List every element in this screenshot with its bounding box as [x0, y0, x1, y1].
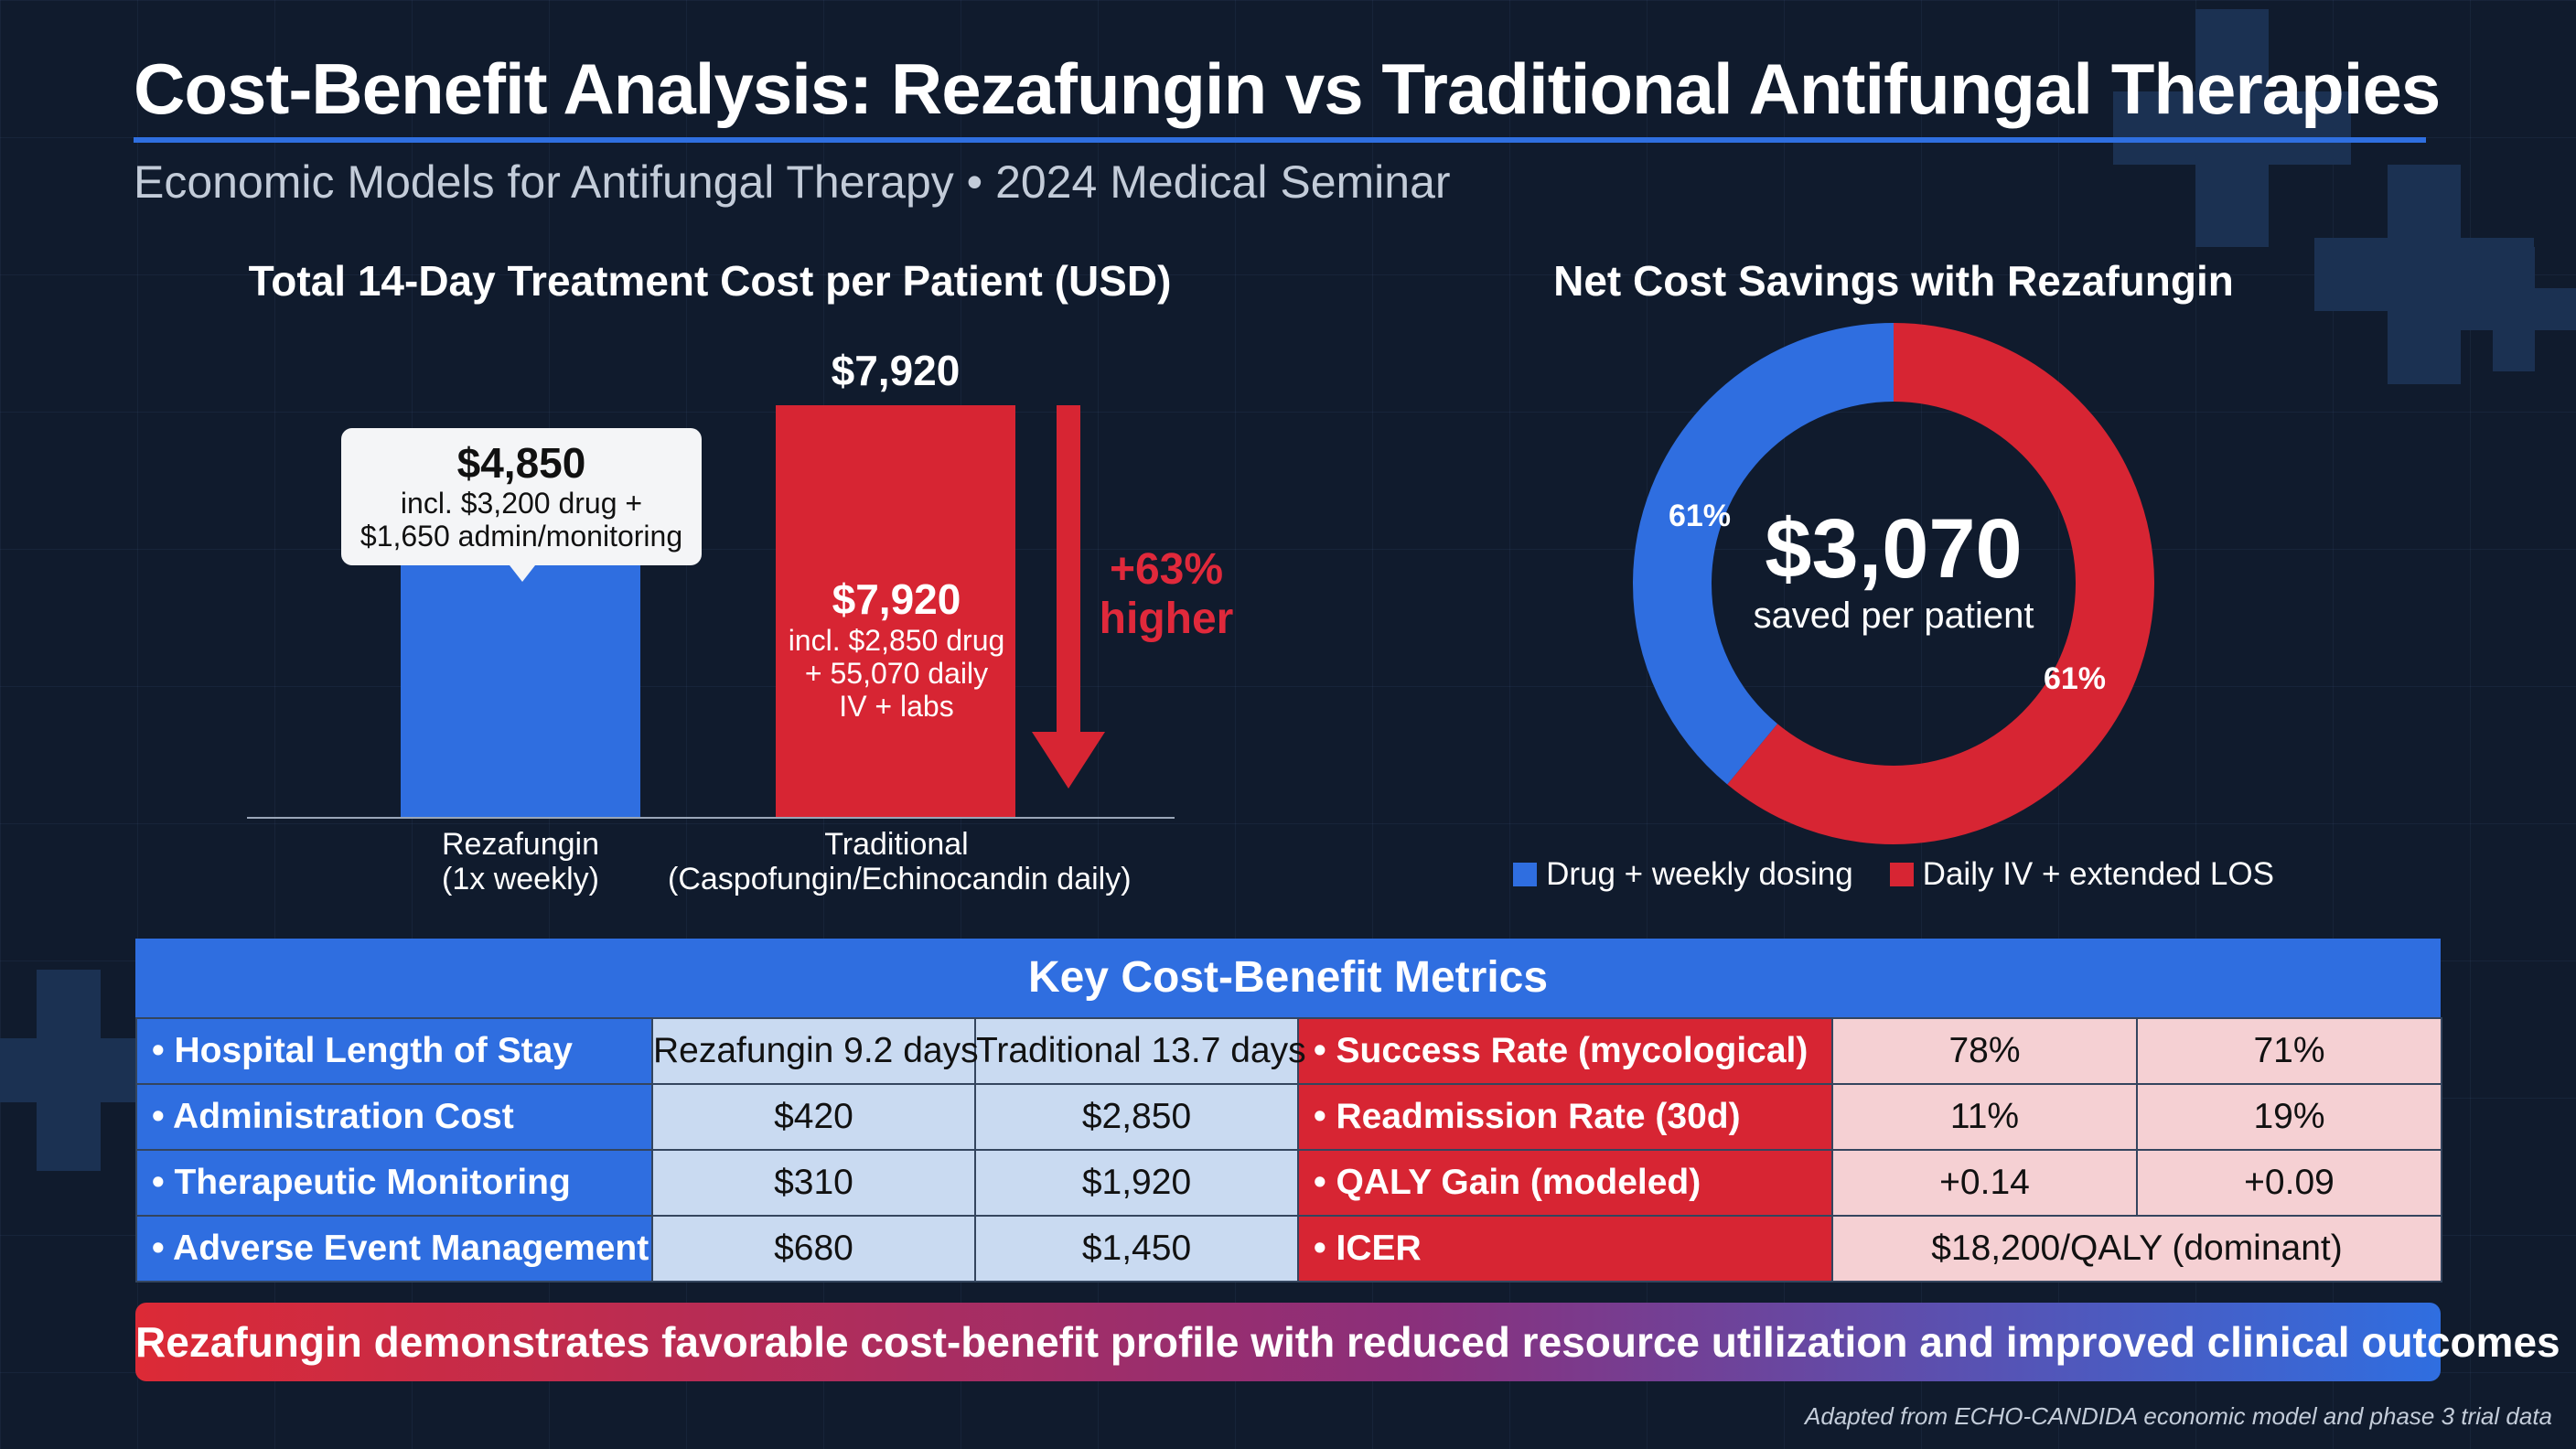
- metric-label: • Success Rate (mycological): [1297, 1017, 1833, 1085]
- title-underline: [134, 137, 2426, 143]
- metric-value: $310: [651, 1149, 976, 1217]
- slice-percent-label: 61%: [1669, 499, 1731, 533]
- medical-cross-icon: [2452, 247, 2576, 371]
- inner-line: incl. $2,850 drug: [788, 624, 1005, 657]
- difference-percent: +63%: [1109, 545, 1224, 594]
- metric-label: • QALY Gain (modeled): [1297, 1149, 1833, 1217]
- table-row: • Adverse Event Management $680 $1,450 •…: [135, 1215, 2442, 1283]
- metric-value: $2,850: [974, 1083, 1299, 1151]
- metric-value: $680: [651, 1215, 976, 1283]
- table-row: • Therapeutic Monitoring $310 $1,920 • Q…: [135, 1149, 2442, 1217]
- metric-label: • Hospital Length of Stay: [135, 1017, 653, 1085]
- legend-swatch-blue: [1513, 863, 1538, 886]
- metric-label: • Readmission Rate (30d): [1297, 1083, 1833, 1151]
- callout-line: incl. $3,200 drug +: [400, 487, 643, 520]
- metric-value: 71%: [2136, 1017, 2442, 1085]
- metrics-header: Key Cost-Benefit Metrics: [135, 939, 2441, 1017]
- metric-value: 78%: [1831, 1017, 2138, 1085]
- donut-legend: Drug + weekly dosing Daily IV + extended…: [1513, 856, 2274, 893]
- bar-chart-title: Total 14-Day Treatment Cost per Patient …: [248, 257, 1172, 305]
- conclusion-banner: Rezafungin demonstrates favorable cost-b…: [135, 1303, 2560, 1381]
- difference-arrow-shaft: [1057, 405, 1080, 735]
- category-line: Rezafungin: [441, 827, 599, 862]
- donut-center-label: $3,070 saved per patient: [1711, 503, 2077, 637]
- rezafungin-callout: $4,850 incl. $3,200 drug + $1,650 admin/…: [341, 428, 702, 582]
- traditional-bar-inner-label: $7,920 incl. $2,850 drug + 55,070 daily …: [777, 574, 1016, 723]
- metrics-table: Key Cost-Benefit Metrics • Hospital Leng…: [135, 939, 2442, 1283]
- savings-value: $3,070: [1765, 502, 2023, 596]
- metric-value: $1,450: [974, 1215, 1299, 1283]
- category-label-traditional: Traditional (Caspofungin/Echinocandin da…: [668, 827, 1132, 896]
- medical-cross-icon: [0, 970, 137, 1171]
- medical-cross-icon: [2113, 9, 2351, 247]
- callout-line: $1,650 admin/monitoring: [360, 520, 683, 553]
- metric-value: +0.09: [2136, 1149, 2442, 1217]
- legend-swatch-red: [1889, 863, 1914, 886]
- bar-1: [776, 405, 1015, 817]
- metric-label: • Administration Cost: [135, 1083, 653, 1151]
- inner-line: + 55,070 daily: [804, 657, 989, 690]
- donut-slice-drug: [1633, 323, 2154, 844]
- metric-value: $1,920: [974, 1149, 1299, 1217]
- category-line: (1x weekly): [442, 862, 599, 896]
- donut-ring: [1633, 323, 2154, 844]
- slice-percent-label: 61%: [2044, 661, 2106, 696]
- metric-value: Traditional 13.7 days: [974, 1017, 1306, 1085]
- metric-label: • ICER: [1297, 1215, 1833, 1283]
- bar-value-label: $7,920: [832, 347, 961, 394]
- difference-word: higher: [1099, 595, 1234, 643]
- category-label-rezafungin: Rezafungin (1x weekly): [383, 827, 658, 896]
- table-row: • Hospital Length of Stay Rezafungin 9.2…: [135, 1017, 2442, 1085]
- metric-label: • Therapeutic Monitoring: [135, 1149, 653, 1217]
- table-row: • Administration Cost $420 $2,850 • Read…: [135, 1083, 2442, 1151]
- metric-value: +0.14: [1831, 1149, 2138, 1217]
- bar-0: [401, 564, 640, 817]
- category-line: (Caspofungin/Echinocandin daily): [668, 862, 1132, 896]
- metric-value: $18,200/QALY (dominant): [1831, 1215, 2442, 1283]
- metric-label: • Adverse Event Management: [135, 1215, 653, 1283]
- metric-value: $420: [651, 1083, 976, 1151]
- metric-value: 19%: [2136, 1083, 2442, 1151]
- inner-line: IV + labs: [839, 690, 954, 723]
- category-line: Traditional: [824, 827, 969, 862]
- page-title: Cost-Benefit Analysis: Rezafungin vs Tra…: [134, 48, 2441, 129]
- legend-item-iv: Daily IV + extended LOS: [1889, 856, 2274, 893]
- donut-chart-title: Net Cost Savings with Rezafungin: [1553, 257, 2234, 305]
- metric-value: 11%: [1831, 1083, 2138, 1151]
- cost-difference-label: +63% higher: [1098, 545, 1235, 644]
- metrics-grid: • Hospital Length of Stay Rezafungin 9.2…: [135, 1017, 2442, 1283]
- page-subtitle: Economic Models for Antifungal Therapy •…: [134, 156, 1451, 208]
- legend-item-drug: Drug + weekly dosing: [1513, 856, 1853, 893]
- callout-value: $4,850: [456, 439, 586, 487]
- metric-value: Rezafungin 9.2 days: [651, 1017, 979, 1085]
- legend-label: Drug + weekly dosing: [1546, 856, 1853, 892]
- difference-arrow-head-icon: [1032, 732, 1105, 789]
- source-note: Adapted from ECHO-CANDIDA economic model…: [1805, 1402, 2552, 1430]
- savings-caption: saved per patient: [1753, 596, 2034, 636]
- legend-label: Daily IV + extended LOS: [1922, 856, 2274, 892]
- inner-value: $7,920: [832, 575, 961, 623]
